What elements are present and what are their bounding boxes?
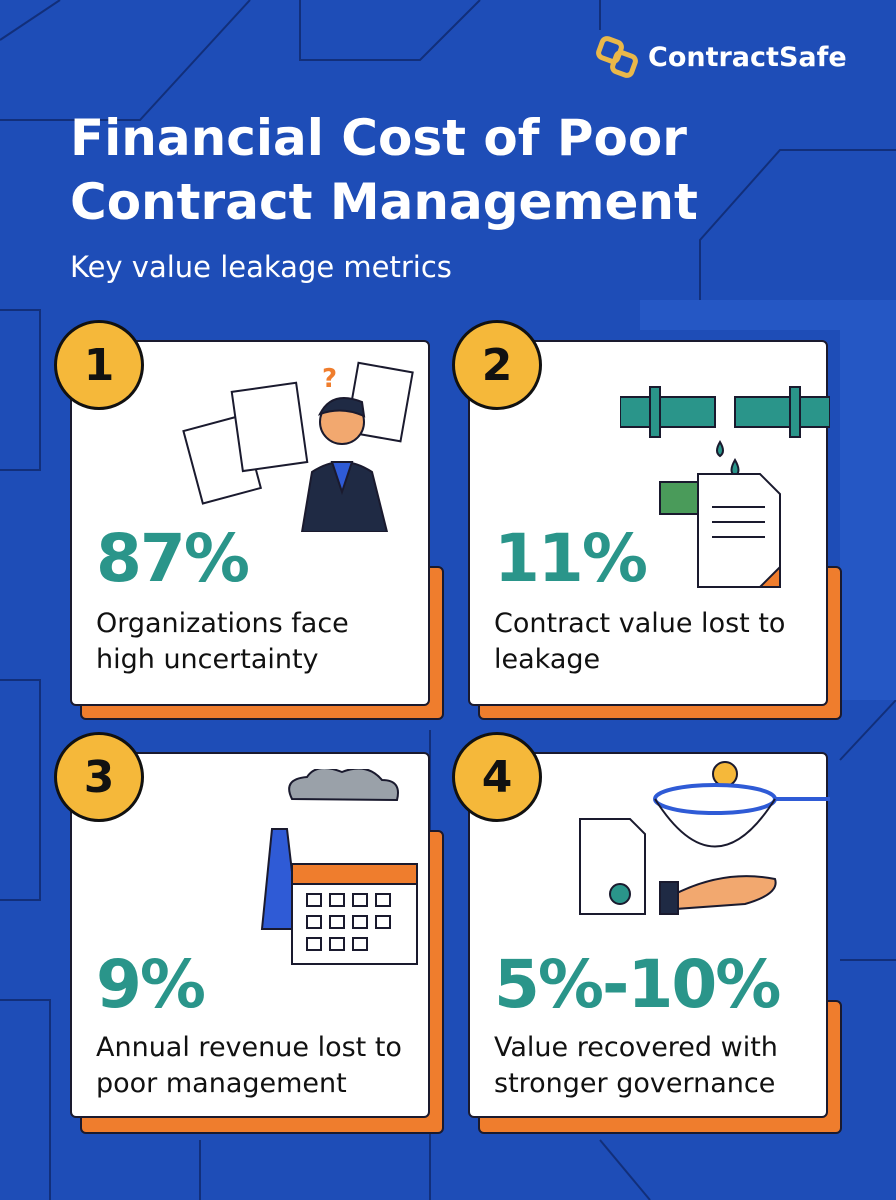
card: ? 87% Organizations face high uncertaint… <box>70 340 430 706</box>
svg-text:?: ? <box>322 364 337 394</box>
stat-value: 9% <box>96 946 206 1023</box>
card: 5%-10% Value recovered with stronger gov… <box>468 752 830 1118</box>
illustration-leaking-pipe <box>620 386 830 588</box>
card: 11% Contract value lost to leakage <box>468 340 830 706</box>
number-badge: 2 <box>452 320 542 410</box>
card: 9% Annual revenue lost to poor managemen… <box>70 752 430 1118</box>
illustration-factory-calendar <box>260 769 418 965</box>
number-badge: 4 <box>452 732 542 822</box>
stat-value: 87% <box>96 520 250 597</box>
brand-name: ContractSafe <box>648 41 847 73</box>
brand-logo <box>596 36 638 78</box>
stat-value: 5%-10% <box>494 946 781 1023</box>
number-badge: 3 <box>54 732 144 822</box>
illustration-confused-person: ? <box>182 361 414 532</box>
number-badge: 1 <box>54 320 144 410</box>
illustration-net-catch <box>579 761 830 915</box>
stat-description: Organizations face high uncertainty <box>96 608 349 675</box>
stat-value: 11% <box>494 520 648 597</box>
stat-description: Annual revenue lost to poor management <box>96 1032 402 1099</box>
title: Financial Cost of Poor Contract Manageme… <box>70 109 698 231</box>
stat-description: Contract value lost to leakage <box>494 608 786 675</box>
subtitle: Key value leakage metrics <box>70 250 452 284</box>
brand: ContractSafe <box>596 36 847 78</box>
stat-description: Value recovered with stronger governance <box>494 1032 778 1099</box>
